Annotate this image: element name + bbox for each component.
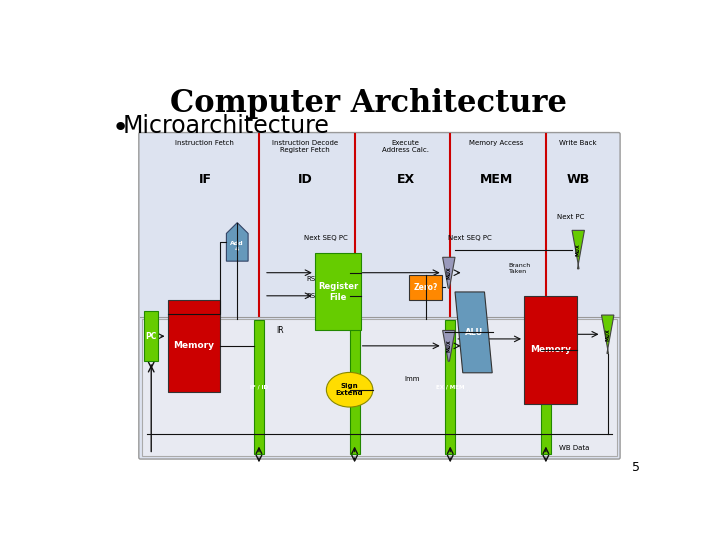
- Text: MUX: MUX: [576, 243, 581, 256]
- Text: Computer Architecture: Computer Architecture: [171, 88, 567, 119]
- Text: ID / EX: ID / EX: [344, 385, 365, 390]
- FancyBboxPatch shape: [139, 132, 620, 459]
- Bar: [254, 320, 264, 455]
- Ellipse shape: [326, 373, 373, 407]
- Text: IF: IF: [199, 173, 212, 186]
- Text: EX: EX: [397, 173, 415, 186]
- Text: Next SEQ PC: Next SEQ PC: [448, 235, 492, 241]
- Bar: [541, 320, 551, 455]
- Bar: [168, 300, 220, 392]
- Polygon shape: [455, 292, 492, 373]
- Text: Execute
Address Calc.: Execute Address Calc.: [382, 140, 429, 153]
- Bar: [524, 296, 577, 403]
- Text: Imm: Imm: [405, 376, 420, 382]
- Text: Instruction Fetch: Instruction Fetch: [176, 140, 235, 146]
- Bar: [409, 275, 442, 300]
- Text: WB: WB: [567, 173, 590, 186]
- Text: Next SEQ PC: Next SEQ PC: [305, 235, 348, 241]
- Text: Sign
Extend: Sign Extend: [336, 383, 364, 396]
- Polygon shape: [226, 222, 248, 261]
- Text: RS2: RS2: [306, 293, 320, 299]
- Text: Memory: Memory: [174, 341, 215, 350]
- Bar: [349, 320, 359, 455]
- Text: MUX: MUX: [446, 340, 451, 352]
- Text: Zero?: Zero?: [413, 283, 438, 292]
- Text: ALU: ALU: [464, 328, 482, 337]
- Text: Memory: Memory: [530, 345, 571, 354]
- Bar: [142, 319, 617, 456]
- Text: 5: 5: [632, 462, 640, 475]
- Text: Branch
Taken: Branch Taken: [508, 264, 531, 274]
- Text: •: •: [112, 114, 129, 142]
- Text: RS1: RS1: [306, 276, 320, 282]
- Polygon shape: [601, 315, 614, 354]
- Text: ID: ID: [298, 173, 312, 186]
- Text: IR: IR: [276, 326, 284, 335]
- Polygon shape: [443, 257, 455, 288]
- Text: PC: PC: [145, 332, 157, 341]
- Polygon shape: [572, 231, 585, 269]
- Text: MUX: MUX: [606, 328, 611, 341]
- Text: MUX: MUX: [446, 266, 451, 279]
- Text: EX / MEM: EX / MEM: [436, 385, 464, 390]
- Polygon shape: [443, 330, 455, 361]
- Text: Microarchitecture: Microarchitecture: [122, 114, 330, 138]
- Text: Register
File: Register File: [318, 282, 358, 302]
- Text: IF / ID: IF / ID: [250, 385, 268, 390]
- Text: MEM / WB: MEM / WB: [531, 385, 562, 390]
- Text: Write Back: Write Back: [559, 140, 597, 146]
- Bar: [315, 253, 361, 330]
- Text: Instruction Decode
Register Fetch: Instruction Decode Register Fetch: [272, 140, 338, 153]
- Text: Add
4: Add 4: [230, 241, 244, 252]
- Text: WB Data: WB Data: [559, 446, 590, 451]
- Text: Next PC: Next PC: [557, 214, 584, 220]
- Text: MEM: MEM: [480, 173, 513, 186]
- Bar: [445, 320, 455, 455]
- Text: Memory Access: Memory Access: [469, 140, 524, 146]
- Bar: [144, 311, 158, 361]
